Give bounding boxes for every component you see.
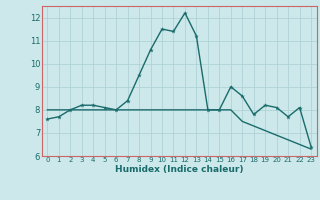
X-axis label: Humidex (Indice chaleur): Humidex (Indice chaleur) [115, 165, 244, 174]
